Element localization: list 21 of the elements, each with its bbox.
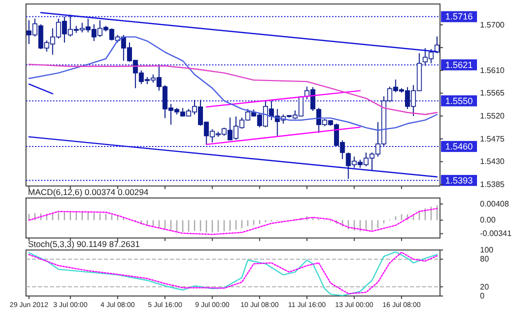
y-tick-label: 0.00 xyxy=(480,216,496,225)
y-tick-label: 1.5430 xyxy=(480,157,506,166)
y-tick-label: 0 xyxy=(480,292,485,300)
y-tick-label: 100 xyxy=(480,246,494,254)
y-tick-label: -0.00341 xyxy=(480,229,512,238)
y-tick-label: 0.00408 xyxy=(480,200,510,209)
y-tick-label: 1.5565 xyxy=(480,88,506,98)
ref-line-label: 1.5550 xyxy=(445,96,473,106)
y-tick-label: 1.5700 xyxy=(480,20,506,30)
y-tick-label: 1.5610 xyxy=(480,66,506,75)
chart-title: Stoch(5,3,3) 90.1149 87.2631 xyxy=(28,239,140,249)
ref-line-label: 1.5393 xyxy=(445,175,473,186)
y-tick-label: 20 xyxy=(480,282,490,292)
ref-line-label: 1.5460 xyxy=(445,141,473,152)
y-tick-label: 1.5520 xyxy=(480,112,506,121)
y-tick-label: 1.5475 xyxy=(480,134,506,144)
ref-line-label: 1.5621 xyxy=(445,60,473,70)
y-tick-label: 80 xyxy=(480,254,490,264)
chart-title: MACD(6,12,6) 0.00374 0.00294 xyxy=(28,187,149,197)
ref-line-label: 1.5716 xyxy=(445,12,473,22)
y-tick-label: 1.5385 xyxy=(480,180,506,189)
